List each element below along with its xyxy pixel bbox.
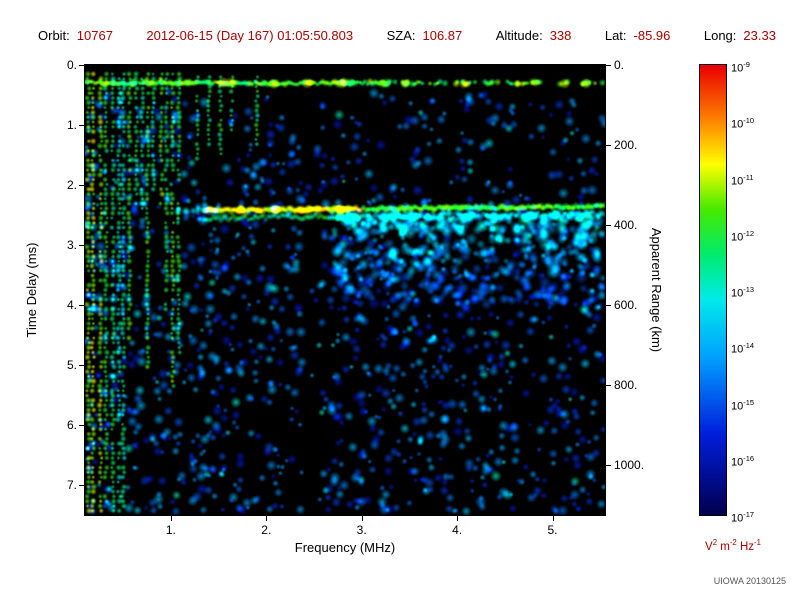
x-axis-tick-label: 3.: [356, 523, 367, 537]
y2-axis-tick-label: 0.: [614, 58, 625, 72]
y-axis-tick-mark: [79, 365, 85, 366]
x-axis-tick-mark: [170, 515, 172, 521]
x-axis-tick-mark: [552, 515, 554, 521]
colorbar-tick-label: 10-10: [731, 116, 755, 131]
y2-axis-tick-mark: [605, 225, 611, 226]
x-axis-tick-mark: [361, 515, 363, 521]
colorbar-tick-label: 10-13: [731, 285, 755, 300]
y-axis-tick-label: 3.: [66, 238, 77, 252]
colorbar-unit-label: V2 m-2 Hz-1: [705, 538, 761, 553]
header-field-value: 23.33: [743, 28, 776, 43]
header-field: Lat: -85.96: [605, 28, 671, 43]
y-axis-tick-label: 6.: [66, 418, 77, 432]
y2-axis-tick-mark: [605, 465, 611, 466]
y2-axis-tick-label: 200.: [614, 138, 638, 152]
y-axis-tick-mark: [79, 185, 85, 186]
y-axis-tick-mark: [79, 485, 85, 486]
y-axis-tick-mark: [79, 305, 85, 306]
header-field-value: 106.87: [422, 28, 463, 43]
x-axis-tick-mark: [266, 515, 268, 521]
y2-axis-tick-label: 1000.: [614, 458, 645, 472]
header-field: Altitude: 338: [496, 28, 572, 43]
y2-axis-tick-mark: [605, 305, 611, 306]
colorbar-tick-label: 10-15: [731, 397, 755, 413]
x-axis-tick-mark: [457, 515, 459, 521]
x-axis-tick-label: 1.: [165, 523, 176, 537]
x-axis-tick-label: 4.: [452, 523, 463, 537]
header-field: SZA: 106.87: [387, 28, 463, 43]
y-axis-tick-label: 1.: [66, 118, 77, 132]
header-field-label: Long:: [703, 28, 737, 43]
header-field-value: 10767: [76, 28, 113, 43]
y2-axis-tick-label: 400.: [614, 218, 638, 232]
y-axis-tick-label: 2.: [66, 178, 77, 192]
colorbar-tick-label: 10-16: [731, 453, 755, 469]
header-field-value: -85.96: [633, 28, 671, 43]
header-field-label: Altitude:: [495, 28, 543, 43]
colorbar-tick-label: 10-17: [731, 510, 755, 525]
y-axis-tick-label: 7.: [66, 478, 77, 492]
header-field-label: Orbit:: [38, 28, 70, 43]
header-info: Orbit: 10767 2012-06-15 (Day 167) 01:05:50…: [38, 28, 776, 43]
header-field-label: SZA:: [386, 28, 416, 43]
header-field-label: Lat:: [604, 28, 627, 43]
colorbar-tick-label: 10-14: [731, 341, 755, 356]
colorbar-tick-label: 10-11: [731, 172, 754, 188]
header-field-value: 338: [549, 28, 572, 43]
x-axis-label: Frequency (MHz): [294, 540, 396, 555]
y-axis-tick-mark: [79, 245, 85, 246]
y-axis-tick-mark: [79, 125, 85, 126]
spectrogram-canvas: [85, 65, 605, 515]
y-axis-tick-label: 0.: [66, 58, 77, 72]
y-axis-tick-label: 4.: [66, 298, 77, 312]
x-axis-tick-label: 2.: [261, 523, 272, 537]
y-axis-tick-mark: [79, 425, 85, 426]
y2-axis-tick-mark: [605, 145, 611, 146]
y2-axis-tick-mark: [605, 385, 611, 386]
y2-axis-tick-mark: [605, 65, 611, 66]
colorbar-tick-label: 10-12: [731, 228, 755, 244]
y-axis-tick-label: 5.: [66, 358, 77, 372]
colorbar-tick-label: 10-9: [731, 60, 750, 75]
y2-axis-tick-label: 800.: [614, 378, 638, 392]
header-field: Orbit: 10767: [38, 28, 113, 43]
credit-text: UIOWA 20130125: [713, 576, 786, 586]
header-field-value: 2012-06-15 (Day 167) 01:05:50.803: [146, 28, 354, 43]
colorbar: [699, 64, 727, 516]
x-axis-tick-label: 5.: [547, 523, 558, 537]
y-axis-tick-mark: [79, 65, 85, 66]
y-axis-label: Time Delay (ms): [24, 242, 39, 338]
y2-axis-label: Apparent Range (km): [649, 227, 664, 353]
y2-axis-tick-label: 600.: [614, 298, 638, 312]
header-field: Long: 23.33: [704, 28, 776, 43]
header-field: 2012-06-15 (Day 167) 01:05:50.803: [146, 28, 353, 43]
